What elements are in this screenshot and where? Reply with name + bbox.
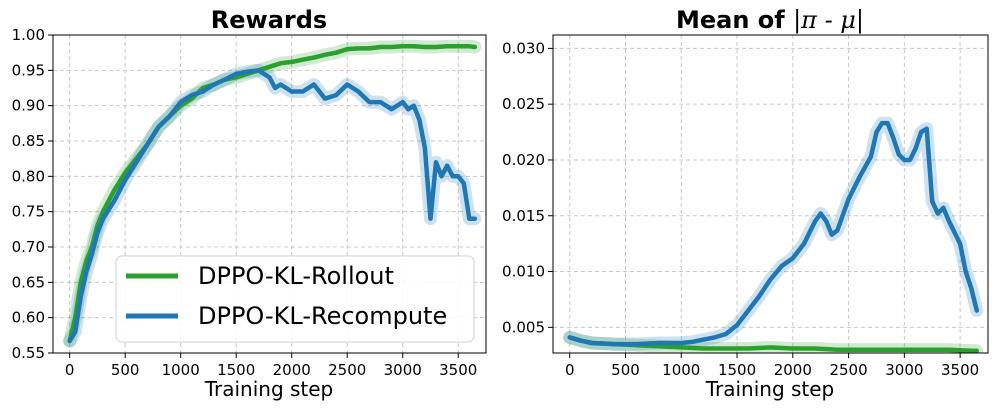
rewards-x-axis-label: Training step (204, 377, 334, 401)
legend-rollout-label: DPPO-KL-Rollout (198, 262, 394, 290)
rewards-dppo-kl-recompute-line (67, 68, 478, 344)
rewards-series-lines (67, 44, 478, 344)
rewards-y-tick-label: 0.70 (12, 238, 45, 256)
mean-diff-x-tick-label: 2500 (829, 361, 867, 379)
mean-diff-x-axis-label: Training step (705, 377, 835, 401)
rewards-y-tick-label: 0.65 (12, 273, 45, 291)
mean-diff-series-lines (567, 120, 980, 353)
rewards-x-tick-label: 1000 (162, 361, 200, 379)
mean-diff-x-tick-label: 3000 (885, 361, 923, 379)
mean-diff-x-tick-label: 500 (611, 361, 640, 379)
rewards-y-tick-label: 1.00 (12, 26, 45, 44)
mean-diff-raw-bands (563, 116, 984, 353)
mean-diff-y-tick-label: 0.020 (502, 151, 545, 169)
mean-diff-grid (553, 35, 988, 353)
legend-box (115, 255, 475, 343)
mean-diff-x-tick-label: 2000 (774, 361, 812, 379)
mean-diff-dppo-kl-recompute-line (567, 120, 980, 347)
legend-recompute-label: DPPO-KL-Recompute (198, 302, 447, 330)
mean-diff-y-tick-label: 0.010 (502, 263, 545, 281)
mean-diff-x-tick-label: 3500 (941, 361, 979, 379)
rewards-panel: Rewards 0 500 1000 1500 2000 2500 3000 3500 0.55… (12, 6, 487, 401)
rewards-x-tick-label: 2500 (328, 361, 366, 379)
mean-diff-y-tick-label: 0.030 (502, 39, 545, 57)
rewards-x-tick-label: 2000 (273, 361, 311, 379)
rewards-x-tick-label: 0 (65, 361, 75, 379)
mean-diff-title: Mean of |π - μ| (676, 6, 864, 35)
mean-diff-x-tick-label: 1000 (662, 361, 700, 379)
rewards-x-tick-label: 1500 (217, 361, 255, 379)
mean-diff-x-tick-label: 1500 (718, 361, 756, 379)
rewards-y-tick-label: 0.95 (12, 61, 45, 79)
mean-diff-y-tick-label: 0.015 (502, 207, 545, 225)
rewards-y-tick-label: 0.55 (12, 344, 45, 362)
rewards-axes-frame (52, 34, 487, 354)
mean-diff-x-tick-label: 0 (565, 361, 575, 379)
mean-diff-y-tick-label: 0.005 (502, 318, 545, 336)
legend: DPPO-KL-Rollout DPPO-KL-Recompute (115, 255, 475, 343)
rewards-y-tick-label: 0.85 (12, 132, 45, 150)
rewards-y-tick-label: 0.60 (12, 309, 45, 327)
mean-diff-axes-frame (552, 34, 989, 354)
rewards-x-tick-label: 500 (111, 361, 140, 379)
rewards-title: Rewards (211, 6, 327, 34)
mean-diff-panel: Mean of |π - μ| 0 500 1000 1500 2000 2500 3000… (502, 6, 989, 401)
rewards-y-tick-label: 0.75 (12, 203, 45, 221)
rewards-ticks: 0 500 1000 1500 2000 2500 3000 3500 0.55 0.60 0.65… (12, 26, 478, 379)
rewards-x-tick-label: 3000 (384, 361, 422, 379)
mean-diff-y-tick-label: 0.025 (502, 95, 545, 113)
mean-diff-dppo-kl-recompute-raw-band (563, 116, 984, 351)
rewards-y-tick-label: 0.90 (12, 97, 45, 115)
rewards-y-tick-label: 0.80 (12, 167, 45, 185)
rewards-x-tick-label: 3500 (439, 361, 477, 379)
mean-diff-ticks: 0 500 1000 1500 2000 2500 3000 3500 0.005 0.010 0.… (502, 39, 979, 379)
